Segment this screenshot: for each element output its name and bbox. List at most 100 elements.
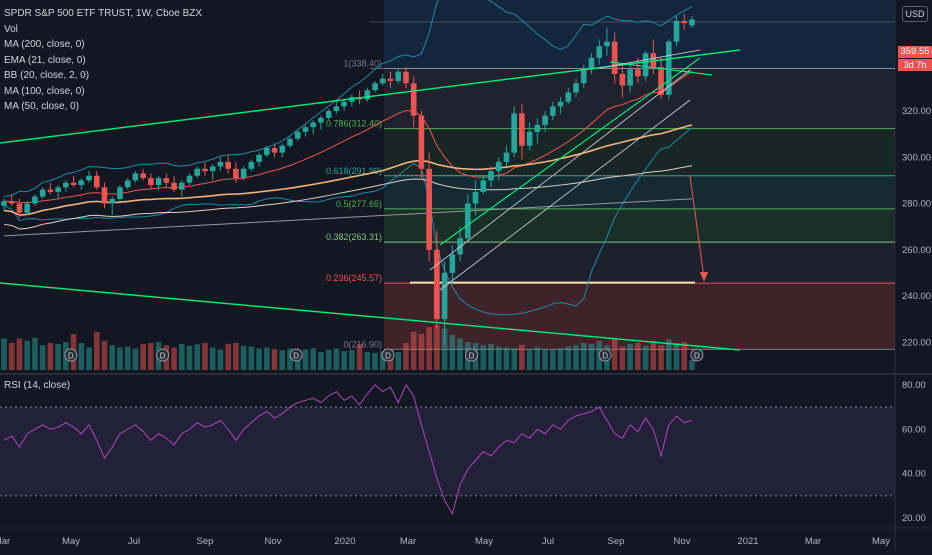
- time-tick-label: Mar: [805, 536, 821, 547]
- channel-white-2: [439, 99, 691, 291]
- volume-bar: [434, 325, 440, 370]
- bar-countdown-tag: 3d 7h: [898, 59, 932, 71]
- candle-body: [217, 161, 224, 167]
- volume-bar: [93, 331, 100, 370]
- volume-bar: [410, 331, 417, 370]
- volume-bar: [395, 352, 402, 370]
- lower-trendline: [0, 282, 741, 351]
- dividend-marker-label: D: [385, 352, 391, 361]
- volume-bar: [441, 328, 448, 370]
- time-tick-label: Mar: [0, 536, 10, 547]
- candle-body: [627, 69, 633, 86]
- candle-body: [78, 180, 85, 185]
- candle-body: [194, 168, 201, 176]
- legend-ma50[interactable]: MA (50, close, 0): [4, 101, 80, 112]
- candle-body: [580, 69, 587, 84]
- candle-body: [24, 203, 30, 213]
- rsi-legend[interactable]: RSI (14, close): [4, 380, 71, 391]
- volume-bar: [635, 343, 641, 370]
- volume-bar: [426, 327, 432, 370]
- dividend-marker: [690, 348, 704, 362]
- volume-bar: [140, 343, 146, 370]
- volume-bar: [480, 345, 487, 370]
- legend-ma100[interactable]: MA (100, close, 0): [4, 85, 85, 97]
- bb-upper: [3, 0, 693, 198]
- channel-white-1: [429, 69, 691, 271]
- price-tick-label: 220.00: [902, 337, 931, 348]
- volume-bar: [256, 348, 262, 370]
- volume-bar: [132, 348, 139, 370]
- volume-bar: [341, 351, 347, 370]
- symbol-title[interactable]: SPDR S&P 500 ETF TRUST, 1W, Cboe BZX: [4, 8, 203, 19]
- candle-body: [186, 175, 193, 183]
- candle-body: [16, 203, 23, 213]
- candle-body: [132, 173, 139, 181]
- volume-bar: [673, 343, 680, 370]
- rsi-line: [3, 383, 693, 515]
- legend-ma200[interactable]: MA (200, close, 0): [4, 39, 85, 50]
- volume-bar: [457, 338, 463, 370]
- price-tick-label: 300.00: [902, 152, 931, 163]
- volume-bar: [565, 346, 572, 370]
- candle-body: [32, 196, 38, 204]
- candle-body: [550, 106, 556, 116]
- dividend-marker-label: D: [602, 352, 608, 361]
- candle-body: [47, 189, 54, 192]
- volume-bar: [526, 349, 533, 370]
- fib-label-3: 0.5(277.65): [336, 199, 382, 209]
- candle-body: [573, 83, 579, 93]
- dividend-marker: [465, 348, 479, 362]
- candle-body: [689, 19, 695, 26]
- rising-channel-green: [439, 57, 701, 246]
- currency-button[interactable]: USD: [902, 6, 928, 22]
- volume-bar: [209, 347, 216, 370]
- volume-bar: [39, 345, 46, 370]
- candle-body: [387, 78, 394, 81]
- candle-body: [109, 198, 116, 204]
- volume-bar: [24, 340, 30, 370]
- volume-bar: [47, 343, 54, 370]
- volume-bar: [16, 338, 23, 370]
- candle-body: [542, 115, 548, 125]
- dividend-marker: [598, 348, 612, 362]
- fib-zone-4: [384, 242, 895, 284]
- candle-body: [333, 106, 340, 111]
- volume-bar: [240, 345, 247, 370]
- time-tick-label: Sep: [608, 536, 625, 547]
- candle-body: [209, 166, 216, 172]
- candle-body: [1, 201, 7, 206]
- volume-bar: [217, 349, 224, 370]
- candle-body: [565, 92, 572, 102]
- rsi-band: [0, 407, 895, 496]
- time-tick-label: 2021: [737, 536, 758, 547]
- dividend-marker-label: D: [694, 352, 700, 361]
- candle-body: [658, 67, 664, 95]
- candle-body: [426, 168, 432, 250]
- ma100-line: [3, 165, 693, 230]
- volume-bar: [534, 347, 541, 370]
- fib-zone-5: [384, 283, 895, 350]
- candle-body: [155, 178, 162, 185]
- volume-bar: [318, 352, 324, 370]
- candle-body: [403, 71, 409, 84]
- volume-bar: [372, 352, 378, 370]
- legend-vol[interactable]: Vol: [4, 23, 18, 35]
- volume-bar: [202, 343, 208, 370]
- legend-bb[interactable]: BB (20, close, 2, 0): [4, 70, 90, 81]
- volume-bar: [55, 343, 61, 370]
- candle-body: [511, 113, 517, 153]
- volume-bar: [418, 334, 425, 370]
- time-tick-label: Mar: [400, 536, 416, 547]
- time-tick-label: Jul: [128, 536, 140, 547]
- fib-zone-3: [384, 208, 895, 243]
- candle-body: [588, 57, 595, 70]
- candle-body: [650, 53, 657, 68]
- volume-bar: [580, 343, 587, 370]
- last-price-tag: 359.55: [898, 46, 932, 58]
- volume-bar: [364, 352, 371, 370]
- candle-body: [233, 168, 239, 179]
- candle-body: [557, 101, 564, 107]
- legend-ema21[interactable]: EMA (21, close, 0): [4, 54, 86, 66]
